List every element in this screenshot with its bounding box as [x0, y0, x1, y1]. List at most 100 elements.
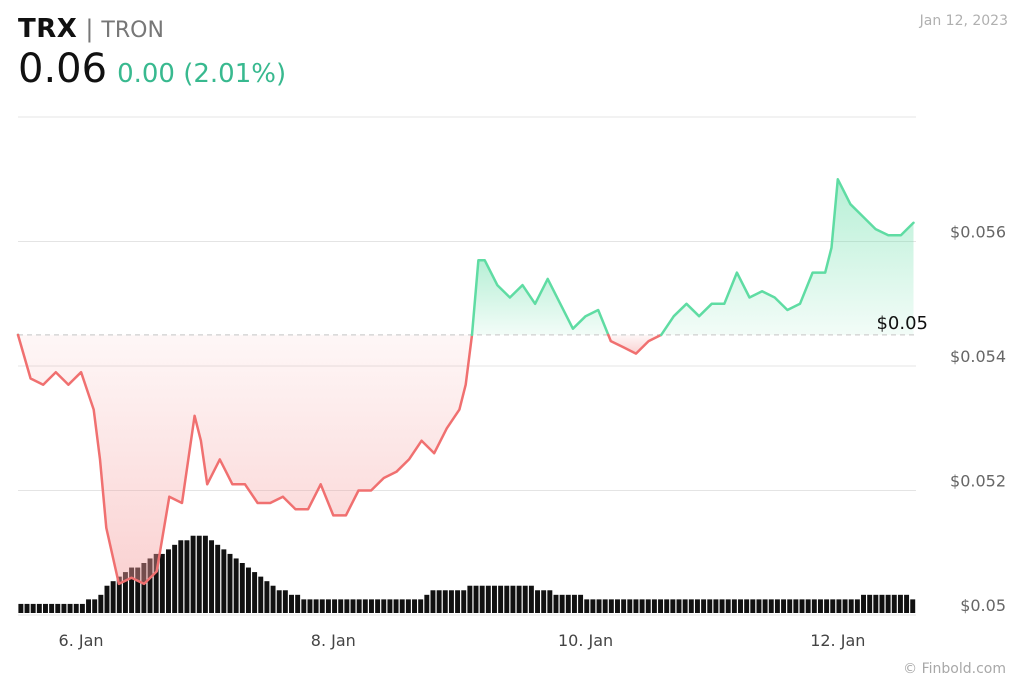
volume-bar	[621, 599, 627, 613]
x-tick-label: 6. Jan	[59, 631, 104, 650]
volume-bar	[731, 599, 737, 613]
volume-bar	[43, 603, 48, 613]
x-tick-label: 8. Jan	[311, 631, 356, 650]
chart-date: Jan 12, 2023	[919, 13, 1008, 29]
line-segment-down	[16, 333, 474, 586]
volume-bar	[172, 544, 178, 613]
volume-bar	[393, 599, 399, 613]
volume-bar	[258, 576, 264, 613]
volume-bar	[756, 599, 762, 613]
volume-bar	[645, 599, 651, 613]
volume-bar	[190, 535, 196, 613]
volume-bar	[252, 572, 258, 613]
y-tick-label: $0.052	[950, 472, 1006, 491]
volume-bar	[122, 572, 128, 613]
volume-bar	[781, 599, 787, 613]
volume-bar	[811, 599, 817, 613]
current-price: 0.06	[18, 46, 108, 92]
volume-bar	[867, 594, 873, 613]
price-change: 0.00 (2.01%)	[117, 59, 287, 89]
volume-bar	[245, 567, 251, 613]
volume-bar	[707, 599, 713, 613]
volume-bar	[430, 590, 436, 613]
volume-bar	[227, 553, 233, 613]
volume-bar	[762, 599, 768, 613]
reference-line-label: $0.05	[876, 313, 928, 334]
volume-bar	[879, 594, 885, 613]
volume-bar	[498, 585, 504, 613]
volume-bar	[295, 594, 301, 613]
volume-bar	[787, 599, 793, 613]
volume-bar	[547, 590, 553, 613]
volume-bar	[848, 599, 854, 613]
volume-bar	[362, 599, 368, 613]
source-credit: © Finbold.com	[903, 661, 1006, 677]
asset-name: TRON	[101, 18, 164, 43]
volume-bar	[904, 594, 910, 613]
x-axis-labels: 6. Jan 8. Jan 10. Jan 12. Jan	[59, 631, 866, 650]
volume-bar	[86, 599, 92, 613]
reference-line-group: $0.05	[18, 313, 928, 336]
volume-bar	[110, 581, 116, 613]
ticker-symbol: TRX	[18, 14, 78, 44]
volume-bar	[522, 585, 528, 613]
volume-bar	[282, 590, 288, 613]
volume-bar	[368, 599, 374, 613]
area-above-reference	[661, 179, 914, 335]
volume-bar	[92, 599, 98, 613]
volume-bar	[639, 599, 645, 613]
volume-bar	[584, 599, 590, 613]
volume-bar	[615, 599, 620, 613]
volume-bar	[301, 599, 307, 613]
volume-bar	[830, 599, 836, 613]
volume-bar	[196, 535, 202, 613]
area-fills	[18, 179, 914, 584]
volume-bar	[442, 590, 448, 613]
volume-bar	[676, 599, 682, 613]
volume-bar	[147, 558, 153, 613]
y-tick-label: $0.05	[960, 596, 1006, 615]
volume-bar	[135, 567, 141, 613]
volume-bar	[116, 576, 122, 613]
volume-bar	[73, 603, 79, 613]
volume-bar	[596, 599, 602, 613]
volume-bar	[215, 544, 221, 613]
y-tick-label: $0.056	[950, 223, 1006, 242]
volume-bar	[578, 594, 584, 613]
volume-bar	[325, 599, 331, 613]
volume-bar	[805, 599, 811, 613]
volume-bar	[590, 599, 596, 613]
volume-bar	[424, 594, 430, 613]
volume-bar	[744, 599, 750, 613]
volume-bar	[817, 599, 823, 613]
volume-bar	[473, 585, 479, 613]
volume-bar	[319, 599, 325, 613]
volume-bar	[897, 594, 903, 613]
volume-bars	[18, 535, 916, 613]
volume-bar	[436, 590, 442, 613]
volume-bar	[670, 599, 676, 613]
volume-bar	[455, 590, 461, 613]
area-above-reference	[472, 260, 609, 335]
volume-bar	[332, 599, 338, 613]
volume-bar	[338, 599, 344, 613]
line-segment-down	[607, 333, 663, 355]
volume-bar	[30, 603, 36, 613]
volume-bar	[750, 599, 756, 613]
volume-bar	[836, 599, 842, 613]
volume-bar	[399, 599, 405, 613]
volume-bar	[725, 599, 731, 613]
volume-bar	[104, 585, 110, 613]
volume-bar	[412, 599, 417, 613]
volume-bar	[774, 599, 780, 613]
volume-bar	[356, 599, 362, 613]
volume-bar	[719, 599, 725, 613]
volume-bar	[381, 599, 387, 613]
volume-bar	[682, 599, 688, 613]
volume-bar	[651, 599, 657, 613]
volume-bar	[129, 567, 135, 613]
volume-bar	[873, 594, 879, 613]
volume-bar	[387, 599, 393, 613]
volume-bar	[516, 585, 522, 613]
